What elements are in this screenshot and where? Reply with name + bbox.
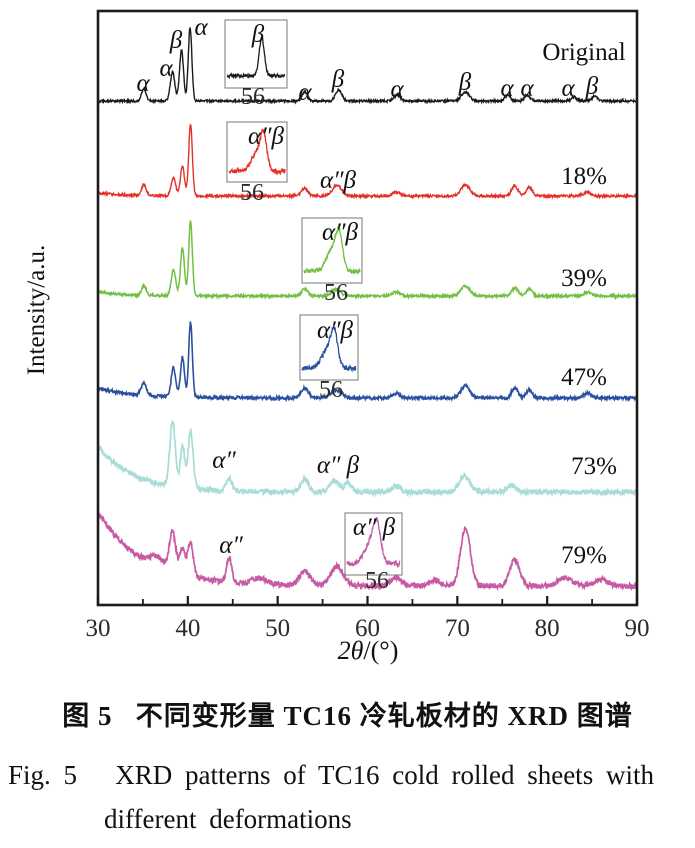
series-label-original: Original bbox=[542, 39, 625, 66]
x-tick-label: 40 bbox=[175, 615, 200, 642]
peak-label: α bbox=[159, 55, 173, 82]
caption-chinese: 图 5 不同变形量 TC16 冷轧板材的 XRD 图谱 bbox=[62, 701, 633, 731]
series-label-73pct: 73% bbox=[571, 453, 617, 480]
peak-label: α″ bbox=[212, 447, 236, 474]
series-label-79pct: 79% bbox=[561, 542, 607, 569]
inset-peak-label: α″β bbox=[317, 317, 354, 344]
x-tick-label: 50 bbox=[265, 615, 290, 642]
inset-x-label: 56 bbox=[319, 377, 343, 403]
inset-trace-4 bbox=[346, 516, 401, 569]
x-tick-label: 60 bbox=[355, 615, 380, 642]
xrd-curve-original bbox=[98, 27, 637, 105]
xrd-curve-47pct bbox=[98, 321, 637, 403]
peak-label: α bbox=[520, 75, 534, 102]
x-tick-label: 30 bbox=[86, 615, 111, 642]
inset-trace-3 bbox=[301, 325, 357, 373]
peak-label: α″ bbox=[219, 532, 243, 559]
inset-x-label: 56 bbox=[324, 280, 348, 306]
xrd-curve-39pct bbox=[98, 219, 637, 301]
peak-label: α bbox=[298, 79, 312, 106]
peak-label: β bbox=[169, 27, 183, 54]
peak-label: α″ β bbox=[317, 452, 360, 479]
peak-label: β bbox=[458, 69, 472, 96]
peak-label: α bbox=[561, 75, 575, 102]
peak-label: α bbox=[194, 14, 208, 41]
peak-label: α bbox=[500, 75, 514, 102]
x-tick-label: 80 bbox=[535, 615, 560, 642]
inset-x-label: 56 bbox=[241, 84, 265, 110]
xrd-curve-18pct bbox=[98, 123, 637, 200]
x-tick-label: 90 bbox=[625, 615, 650, 642]
xrd-curve-79pct bbox=[98, 510, 637, 592]
peak-label: α bbox=[136, 70, 150, 97]
inset-peak-label: α″β bbox=[248, 123, 285, 150]
peak-label: α bbox=[390, 76, 404, 103]
peak-label: α″β bbox=[320, 167, 357, 194]
inset-peak-label: α″β bbox=[322, 219, 359, 246]
inset-trace-1 bbox=[228, 128, 286, 176]
inset-x-label: 56 bbox=[365, 568, 389, 594]
y-axis-title: Intensity/a.u. bbox=[23, 245, 50, 376]
inset-trace-0 bbox=[226, 35, 286, 80]
inset-peak-label: β bbox=[251, 21, 265, 48]
series-label-39pct: 39% bbox=[561, 265, 607, 292]
xrd-curve-73pct bbox=[98, 420, 637, 498]
x-tick-label: 70 bbox=[445, 615, 470, 642]
peak-label: β bbox=[331, 66, 345, 93]
series-label-18pct: 18% bbox=[561, 163, 607, 190]
inset-trace-2 bbox=[303, 226, 361, 276]
series-label-47pct: 47% bbox=[561, 364, 607, 391]
plot-border bbox=[96, 9, 639, 607]
caption-english-line1: Fig. 5 XRD patterns of TC16 cold rolled … bbox=[8, 760, 654, 790]
x-axis-title: 2θ/(°) bbox=[338, 636, 399, 665]
caption-english-line2: different deformations bbox=[104, 804, 352, 834]
inset-x-label: 56 bbox=[240, 180, 264, 206]
inset-peak-label: α″ β bbox=[353, 514, 396, 541]
peak-label: β bbox=[585, 73, 599, 100]
